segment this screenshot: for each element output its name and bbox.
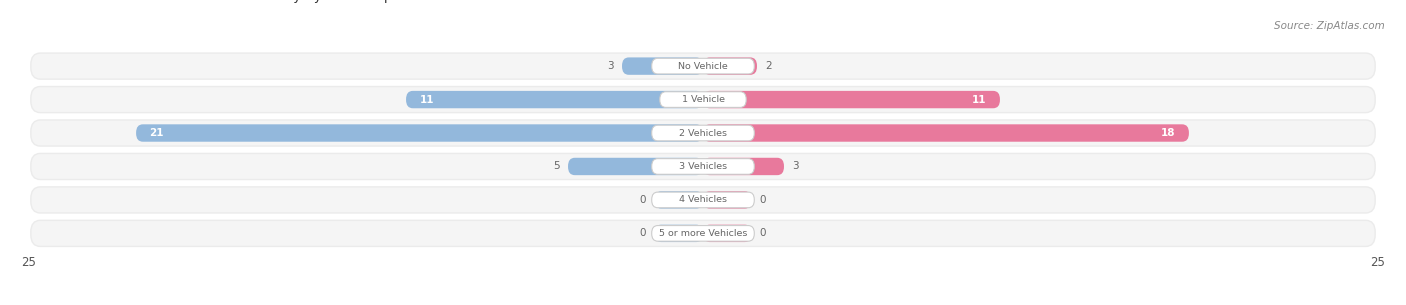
FancyBboxPatch shape <box>31 120 1375 146</box>
FancyBboxPatch shape <box>652 58 754 74</box>
FancyBboxPatch shape <box>31 153 1375 180</box>
Text: Source: ZipAtlas.com: Source: ZipAtlas.com <box>1274 21 1385 31</box>
FancyBboxPatch shape <box>406 91 703 108</box>
FancyBboxPatch shape <box>654 191 703 209</box>
Text: 3: 3 <box>792 161 799 171</box>
FancyBboxPatch shape <box>652 125 754 141</box>
Text: 0: 0 <box>759 228 766 239</box>
FancyBboxPatch shape <box>31 220 1375 246</box>
Text: 18: 18 <box>1161 128 1175 138</box>
Text: 4 Vehicles: 4 Vehicles <box>679 196 727 204</box>
Text: 5: 5 <box>554 161 560 171</box>
FancyBboxPatch shape <box>31 87 1375 113</box>
Text: Vehicle Availability by Sex in Zip Code 15028: Vehicle Availability by Sex in Zip Code … <box>176 0 477 3</box>
FancyBboxPatch shape <box>621 57 703 75</box>
FancyBboxPatch shape <box>703 191 752 209</box>
FancyBboxPatch shape <box>31 187 1375 213</box>
Text: 0: 0 <box>759 195 766 205</box>
FancyBboxPatch shape <box>652 225 754 241</box>
Text: 5 or more Vehicles: 5 or more Vehicles <box>659 229 747 238</box>
FancyBboxPatch shape <box>703 225 752 242</box>
Text: 21: 21 <box>149 128 165 138</box>
Text: 0: 0 <box>640 228 647 239</box>
Text: 0: 0 <box>640 195 647 205</box>
FancyBboxPatch shape <box>652 192 754 208</box>
FancyBboxPatch shape <box>31 53 1375 79</box>
Text: 2: 2 <box>765 61 772 71</box>
FancyBboxPatch shape <box>568 158 703 175</box>
FancyBboxPatch shape <box>703 124 1189 142</box>
Text: 2 Vehicles: 2 Vehicles <box>679 128 727 138</box>
Text: 11: 11 <box>419 95 434 105</box>
FancyBboxPatch shape <box>659 92 747 107</box>
Text: 3 Vehicles: 3 Vehicles <box>679 162 727 171</box>
FancyBboxPatch shape <box>703 91 1000 108</box>
Text: 3: 3 <box>607 61 614 71</box>
FancyBboxPatch shape <box>703 57 756 75</box>
FancyBboxPatch shape <box>136 124 703 142</box>
FancyBboxPatch shape <box>654 225 703 242</box>
Text: 1 Vehicle: 1 Vehicle <box>682 95 724 104</box>
Text: No Vehicle: No Vehicle <box>678 62 728 71</box>
FancyBboxPatch shape <box>703 158 785 175</box>
FancyBboxPatch shape <box>652 159 754 174</box>
Text: 11: 11 <box>972 95 987 105</box>
